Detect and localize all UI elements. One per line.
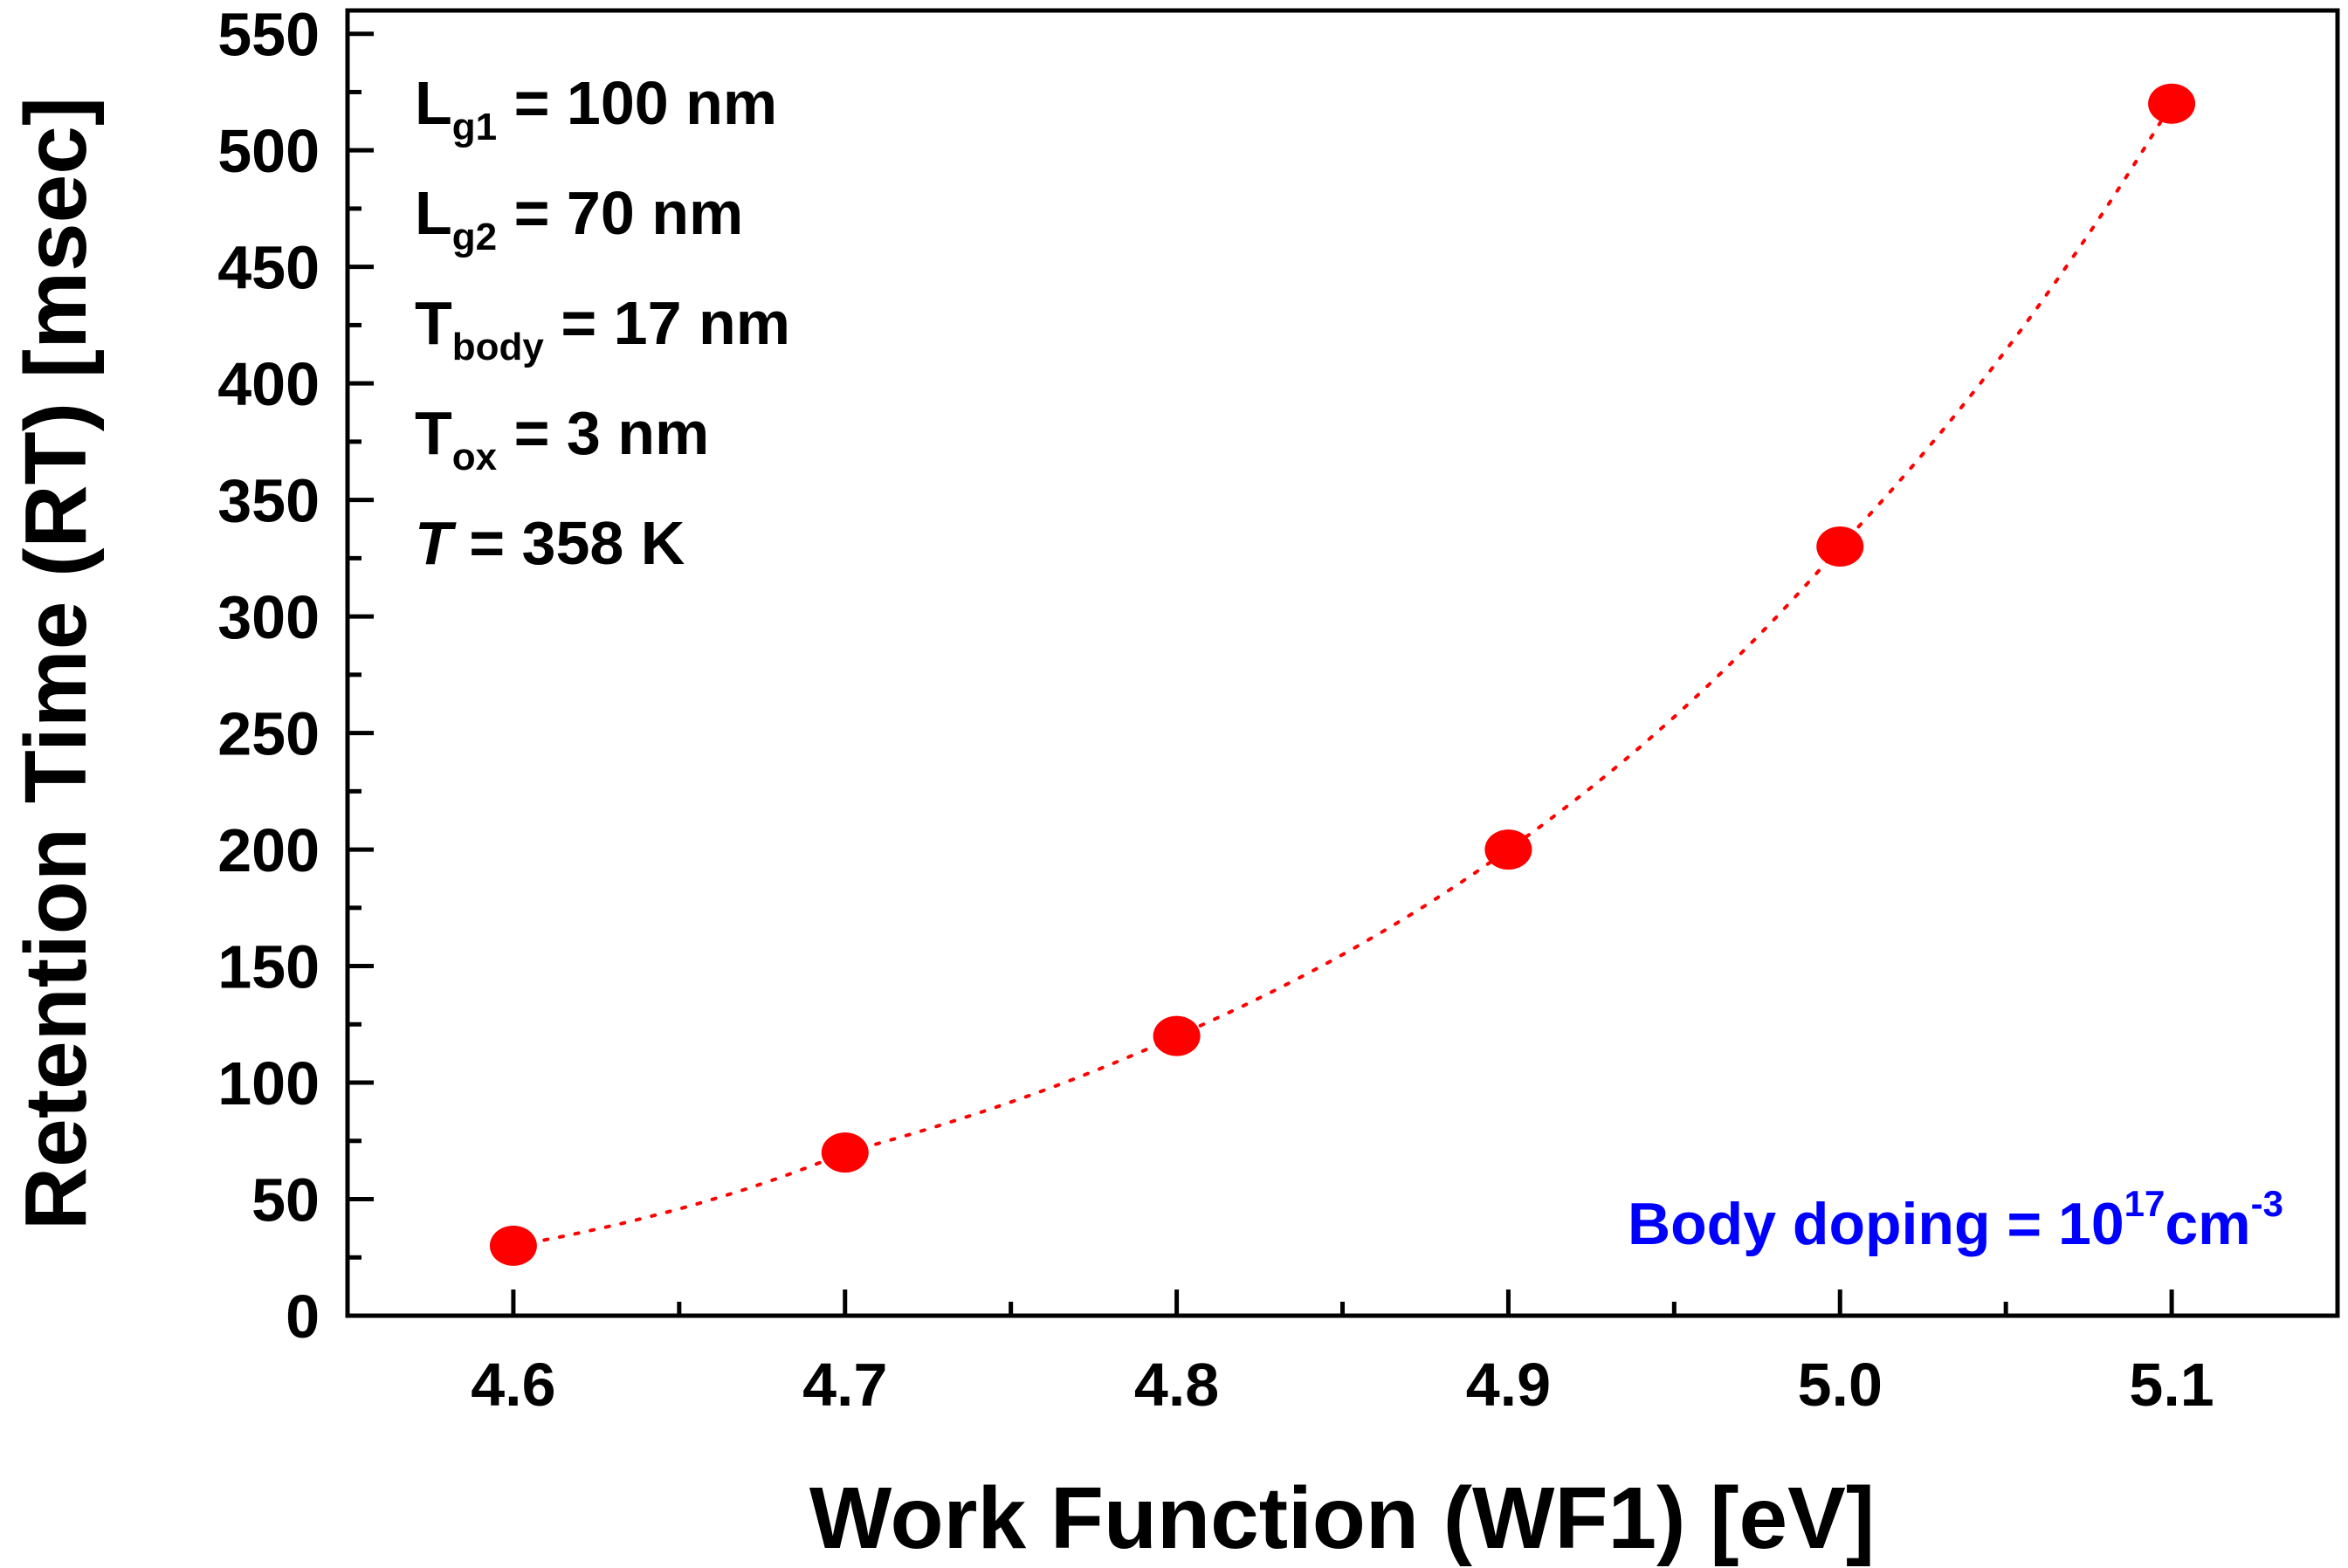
y-tick-label: 400	[217, 350, 320, 418]
y-tick-label: 50	[251, 1166, 320, 1234]
parameter-annotations: Lg1 = 100 nm Lg2 = 70 nm Tbody = 17 nm T…	[415, 69, 790, 577]
x-axis-ticks: 4.6 4.7 4.8 4.9 5.0 5.1	[471, 1289, 2214, 1419]
fit-line	[511, 101, 2174, 1248]
y-tick-label: 450	[217, 234, 320, 302]
data-point	[821, 1132, 869, 1173]
y-axis-label: Retention Time (RT) [msec]	[7, 97, 105, 1230]
data-point	[1816, 526, 1864, 567]
param-tox: Tox = 3 nm	[415, 399, 709, 478]
y-tick-label: 500	[217, 117, 320, 185]
x-tick-label: 4.6	[471, 1351, 555, 1419]
body-doping-annotation: Body doping = 1017cm-3	[1628, 1183, 2283, 1257]
x-tick-label: 4.9	[1466, 1351, 1551, 1419]
y-tick-label: 350	[217, 467, 320, 535]
x-tick-label: 5.0	[1798, 1351, 1883, 1419]
y-axis-ticks: 0 50 100 150 200 250 300 350 400 450 500 550	[217, 1, 374, 1351]
y-tick-label: 250	[217, 700, 320, 768]
param-tbody: Tbody = 17 nm	[415, 289, 790, 368]
y-tick-label: 200	[217, 816, 320, 884]
param-lg1: Lg1 = 100 nm	[415, 69, 777, 148]
y-tick-label: 100	[217, 1049, 320, 1118]
x-tick-label: 5.1	[2129, 1351, 2214, 1419]
fit-curve	[511, 101, 2174, 1248]
data-point	[1484, 829, 1532, 870]
y-tick-label: 550	[217, 1, 320, 69]
data-point	[1153, 1015, 1201, 1056]
y-tick-label: 0	[286, 1283, 320, 1351]
data-points	[489, 83, 2196, 1266]
x-tick-label: 4.7	[802, 1351, 887, 1419]
y-tick-label: 150	[217, 933, 320, 1001]
param-lg2: Lg2 = 70 nm	[415, 179, 743, 258]
data-point	[2148, 83, 2196, 124]
y-tick-label: 300	[217, 583, 320, 651]
param-temperature: T = 358 K	[415, 509, 685, 577]
x-tick-label: 4.8	[1134, 1351, 1219, 1419]
data-point	[489, 1225, 537, 1266]
x-axis-label: Work Function (WF1) [eV]	[809, 1469, 1875, 1567]
